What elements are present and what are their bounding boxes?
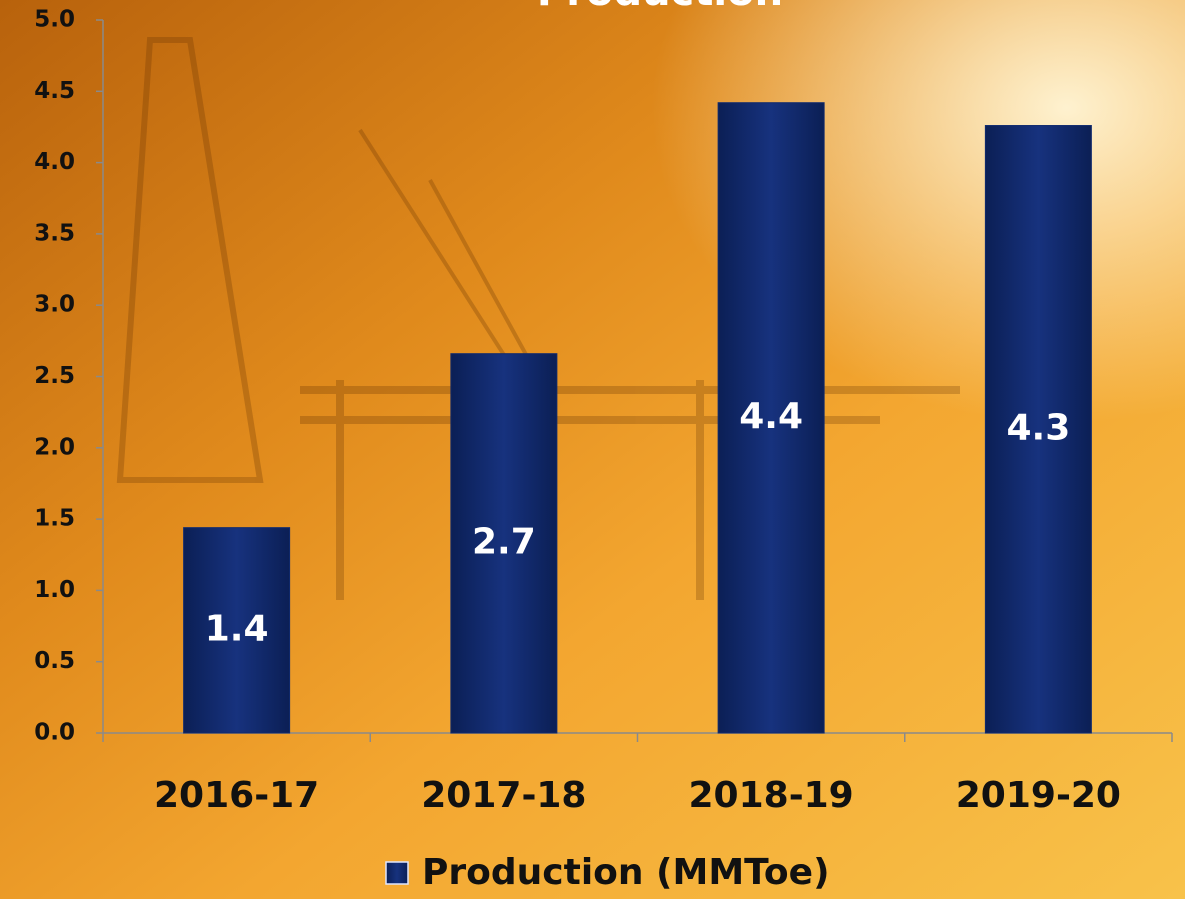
y-tick-label: 4.5: [34, 78, 75, 104]
x-tick-label: 2016-17: [154, 775, 319, 816]
y-tick-label: 1.0: [34, 577, 75, 603]
y-tick-label: 4.0: [34, 149, 75, 175]
y-tick-label: 5.0: [34, 7, 75, 33]
y-tick-label: 3.5: [34, 220, 75, 246]
data-label: 4.3: [1006, 407, 1070, 448]
chart-title: Production: [537, 0, 783, 15]
x-tick-label: 2019-20: [956, 775, 1121, 816]
y-tick-label: 3.0: [34, 292, 75, 318]
chart: Production 0.0 0.5 1.0 1.5 2.0 2.5 3.0 3.5 4.0 4.…: [0, 0, 1185, 899]
y-tick-label: 1.5: [34, 506, 75, 532]
x-tick-label: 2018-19: [689, 775, 854, 816]
data-label: 1.4: [205, 608, 269, 649]
y-tick-label: 0.0: [34, 720, 75, 746]
x-tick-label: 2017-18: [421, 775, 586, 816]
y-tick-label: 2.0: [34, 434, 75, 460]
legend-swatch: [386, 862, 408, 884]
page: Production 0.0 0.5 1.0 1.5 2.0 2.5 3.0 3.5 4.0 4.…: [0, 0, 1185, 899]
y-tick-label: 0.5: [34, 648, 75, 674]
y-tick-label: 2.5: [34, 363, 75, 389]
legend-label: Production (MMToe): [422, 852, 830, 893]
data-label: 4.4: [739, 396, 803, 437]
data-label: 2.7: [472, 521, 536, 562]
